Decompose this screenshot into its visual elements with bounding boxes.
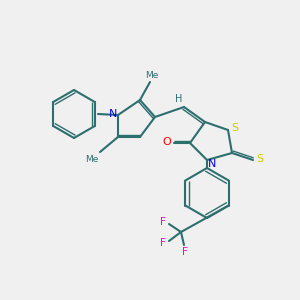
Text: Me: Me (145, 70, 159, 80)
Text: S: S (256, 154, 264, 164)
Text: N: N (109, 109, 117, 119)
Text: O: O (163, 137, 171, 147)
Text: F: F (160, 217, 166, 227)
Text: F: F (182, 247, 188, 257)
Text: H: H (175, 94, 183, 104)
Text: Me: Me (85, 154, 99, 164)
Text: N: N (208, 159, 216, 169)
Text: F: F (160, 238, 166, 248)
Text: S: S (231, 123, 239, 133)
